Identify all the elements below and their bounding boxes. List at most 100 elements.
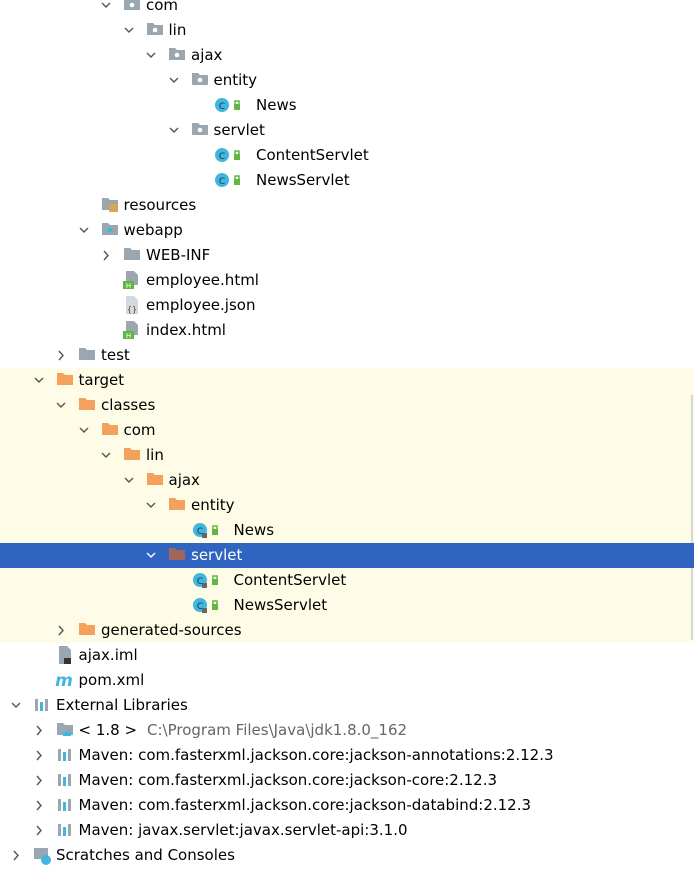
tree-row[interactable]: Maven: javax.servlet:javax.servlet-api:3… bbox=[0, 818, 694, 843]
expand-arrow[interactable] bbox=[54, 343, 68, 368]
collapse-arrow[interactable] bbox=[167, 68, 181, 93]
collapse-arrow[interactable] bbox=[122, 18, 136, 43]
tree-row[interactable]: lin bbox=[0, 443, 694, 468]
node-label: lin bbox=[169, 18, 187, 43]
expand-arrow[interactable] bbox=[54, 618, 68, 643]
node-icon bbox=[56, 723, 73, 736]
tree-row[interactable]: servlet bbox=[0, 543, 694, 568]
tree-row[interactable]: ajax bbox=[0, 468, 694, 493]
node-icon bbox=[124, 0, 140, 10]
node-name: resources bbox=[123, 196, 197, 214]
node-name: employee.json bbox=[146, 296, 256, 314]
tree-row[interactable]: ajax.iml bbox=[0, 643, 694, 668]
node-icon bbox=[34, 848, 51, 865]
tree-row[interactable]: External Libraries bbox=[0, 693, 694, 718]
expand-arrow[interactable] bbox=[32, 818, 46, 843]
tree-row[interactable]: C ContentServlet bbox=[0, 143, 694, 168]
collapse-arrow[interactable] bbox=[77, 218, 91, 243]
tree-row[interactable]: < 1.8 > C:\Program Files\Java\jdk1.8.0_16… bbox=[0, 718, 694, 743]
tree-row[interactable]: generated-sources bbox=[0, 618, 694, 643]
node-name: com bbox=[146, 0, 179, 14]
tree-row[interactable]: Scratches and Consoles bbox=[0, 843, 694, 868]
tree-row[interactable]: Maven: com.fasterxml.jackson.core:jackso… bbox=[0, 743, 694, 768]
node-name: Maven: com.fasterxml.jackson.core:jackso… bbox=[78, 771, 498, 789]
node-name: News bbox=[233, 521, 275, 539]
excluded-highlight bbox=[0, 368, 694, 643]
collapse-arrow[interactable] bbox=[77, 418, 91, 443]
node-name: Maven: com.fasterxml.jackson.core:jackso… bbox=[78, 796, 532, 814]
tree-row[interactable]: C News bbox=[0, 518, 694, 543]
node-icon: {} bbox=[126, 296, 138, 314]
collapse-arrow[interactable] bbox=[144, 543, 158, 568]
tree-row[interactable]: entity bbox=[0, 68, 694, 93]
tree-row[interactable]: com bbox=[0, 418, 694, 443]
node-icon bbox=[101, 423, 118, 435]
tree-row[interactable]: Maven: com.fasterxml.jackson.core:jackso… bbox=[0, 768, 694, 793]
node-icon bbox=[146, 23, 163, 35]
tree-row[interactable]: classes bbox=[0, 393, 694, 418]
tree-row[interactable]: C News bbox=[0, 93, 694, 118]
node-name: NewsServlet bbox=[256, 171, 350, 189]
tree-row[interactable]: {} employee.json bbox=[0, 293, 694, 318]
node-label: Maven: com.fasterxml.jackson.core:jackso… bbox=[79, 768, 498, 793]
node-name: classes bbox=[101, 396, 156, 414]
node-icon: C bbox=[192, 598, 218, 613]
tree-row[interactable]: entity bbox=[0, 493, 694, 518]
node-label: servlet bbox=[191, 543, 242, 568]
node-label: classes bbox=[101, 393, 155, 418]
tree-row[interactable]: C NewsServlet bbox=[0, 593, 694, 618]
tree-row[interactable]: servlet bbox=[0, 118, 694, 143]
tree-row[interactable]: com bbox=[0, 0, 694, 18]
collapse-arrow[interactable] bbox=[122, 468, 136, 493]
tree-row[interactable]: C NewsServlet bbox=[0, 168, 694, 193]
node-name: servlet bbox=[191, 546, 243, 564]
collapse-arrow[interactable] bbox=[167, 118, 181, 143]
collapse-arrow[interactable] bbox=[32, 368, 46, 393]
collapse-arrow[interactable] bbox=[144, 43, 158, 68]
node-label: target bbox=[79, 368, 125, 393]
expand-arrow[interactable] bbox=[32, 718, 46, 743]
tree-row[interactable]: webapp bbox=[0, 218, 694, 243]
collapse-arrow[interactable] bbox=[99, 443, 113, 468]
node-icon bbox=[79, 348, 95, 360]
node-label: entity bbox=[191, 493, 235, 518]
expand-arrow[interactable] bbox=[32, 793, 46, 818]
node-icon bbox=[57, 824, 71, 836]
node-name: webapp bbox=[123, 221, 183, 239]
tree-row[interactable]: test bbox=[0, 343, 694, 368]
collapse-arrow[interactable] bbox=[9, 693, 23, 718]
node-name: ContentServlet bbox=[256, 146, 369, 164]
node-icon: H bbox=[123, 321, 138, 340]
tree-row[interactable]: WEB-INF bbox=[0, 243, 694, 268]
scrollbar[interactable] bbox=[691, 395, 693, 640]
expand-arrow[interactable] bbox=[99, 243, 113, 268]
node-name: entity bbox=[213, 71, 258, 89]
collapse-arrow[interactable] bbox=[54, 393, 68, 418]
node-name: com bbox=[123, 421, 156, 439]
tree-row[interactable]: C ContentServlet bbox=[0, 568, 694, 593]
node-icon bbox=[169, 48, 185, 60]
tree-row[interactable]: lin bbox=[0, 18, 694, 43]
expand-arrow[interactable] bbox=[32, 768, 46, 793]
tree-row[interactable]: resources bbox=[0, 193, 694, 218]
node-label: lin bbox=[146, 443, 164, 468]
tree-row[interactable]: m pom.xml bbox=[0, 668, 694, 693]
node-icon: C bbox=[215, 148, 240, 162]
tree-row[interactable]: Maven: com.fasterxml.jackson.core:jackso… bbox=[0, 793, 694, 818]
node-label: News bbox=[234, 518, 275, 543]
collapse-arrow[interactable] bbox=[144, 493, 158, 518]
node-name: entity bbox=[191, 496, 235, 514]
node-icon: C bbox=[215, 173, 240, 187]
tree-row[interactable]: target bbox=[0, 368, 694, 393]
node-label: < 1.8 > C:\Program Files\Java\jdk1.8.0_16… bbox=[79, 718, 408, 743]
node-icon: C bbox=[215, 98, 240, 112]
node-label: ContentServlet bbox=[256, 143, 369, 168]
expand-arrow[interactable] bbox=[32, 743, 46, 768]
collapse-arrow[interactable] bbox=[99, 0, 113, 18]
node-icon bbox=[57, 749, 71, 761]
expand-arrow[interactable] bbox=[9, 843, 23, 868]
node-label: resources bbox=[124, 193, 197, 218]
tree-row[interactable]: ajax bbox=[0, 43, 694, 68]
